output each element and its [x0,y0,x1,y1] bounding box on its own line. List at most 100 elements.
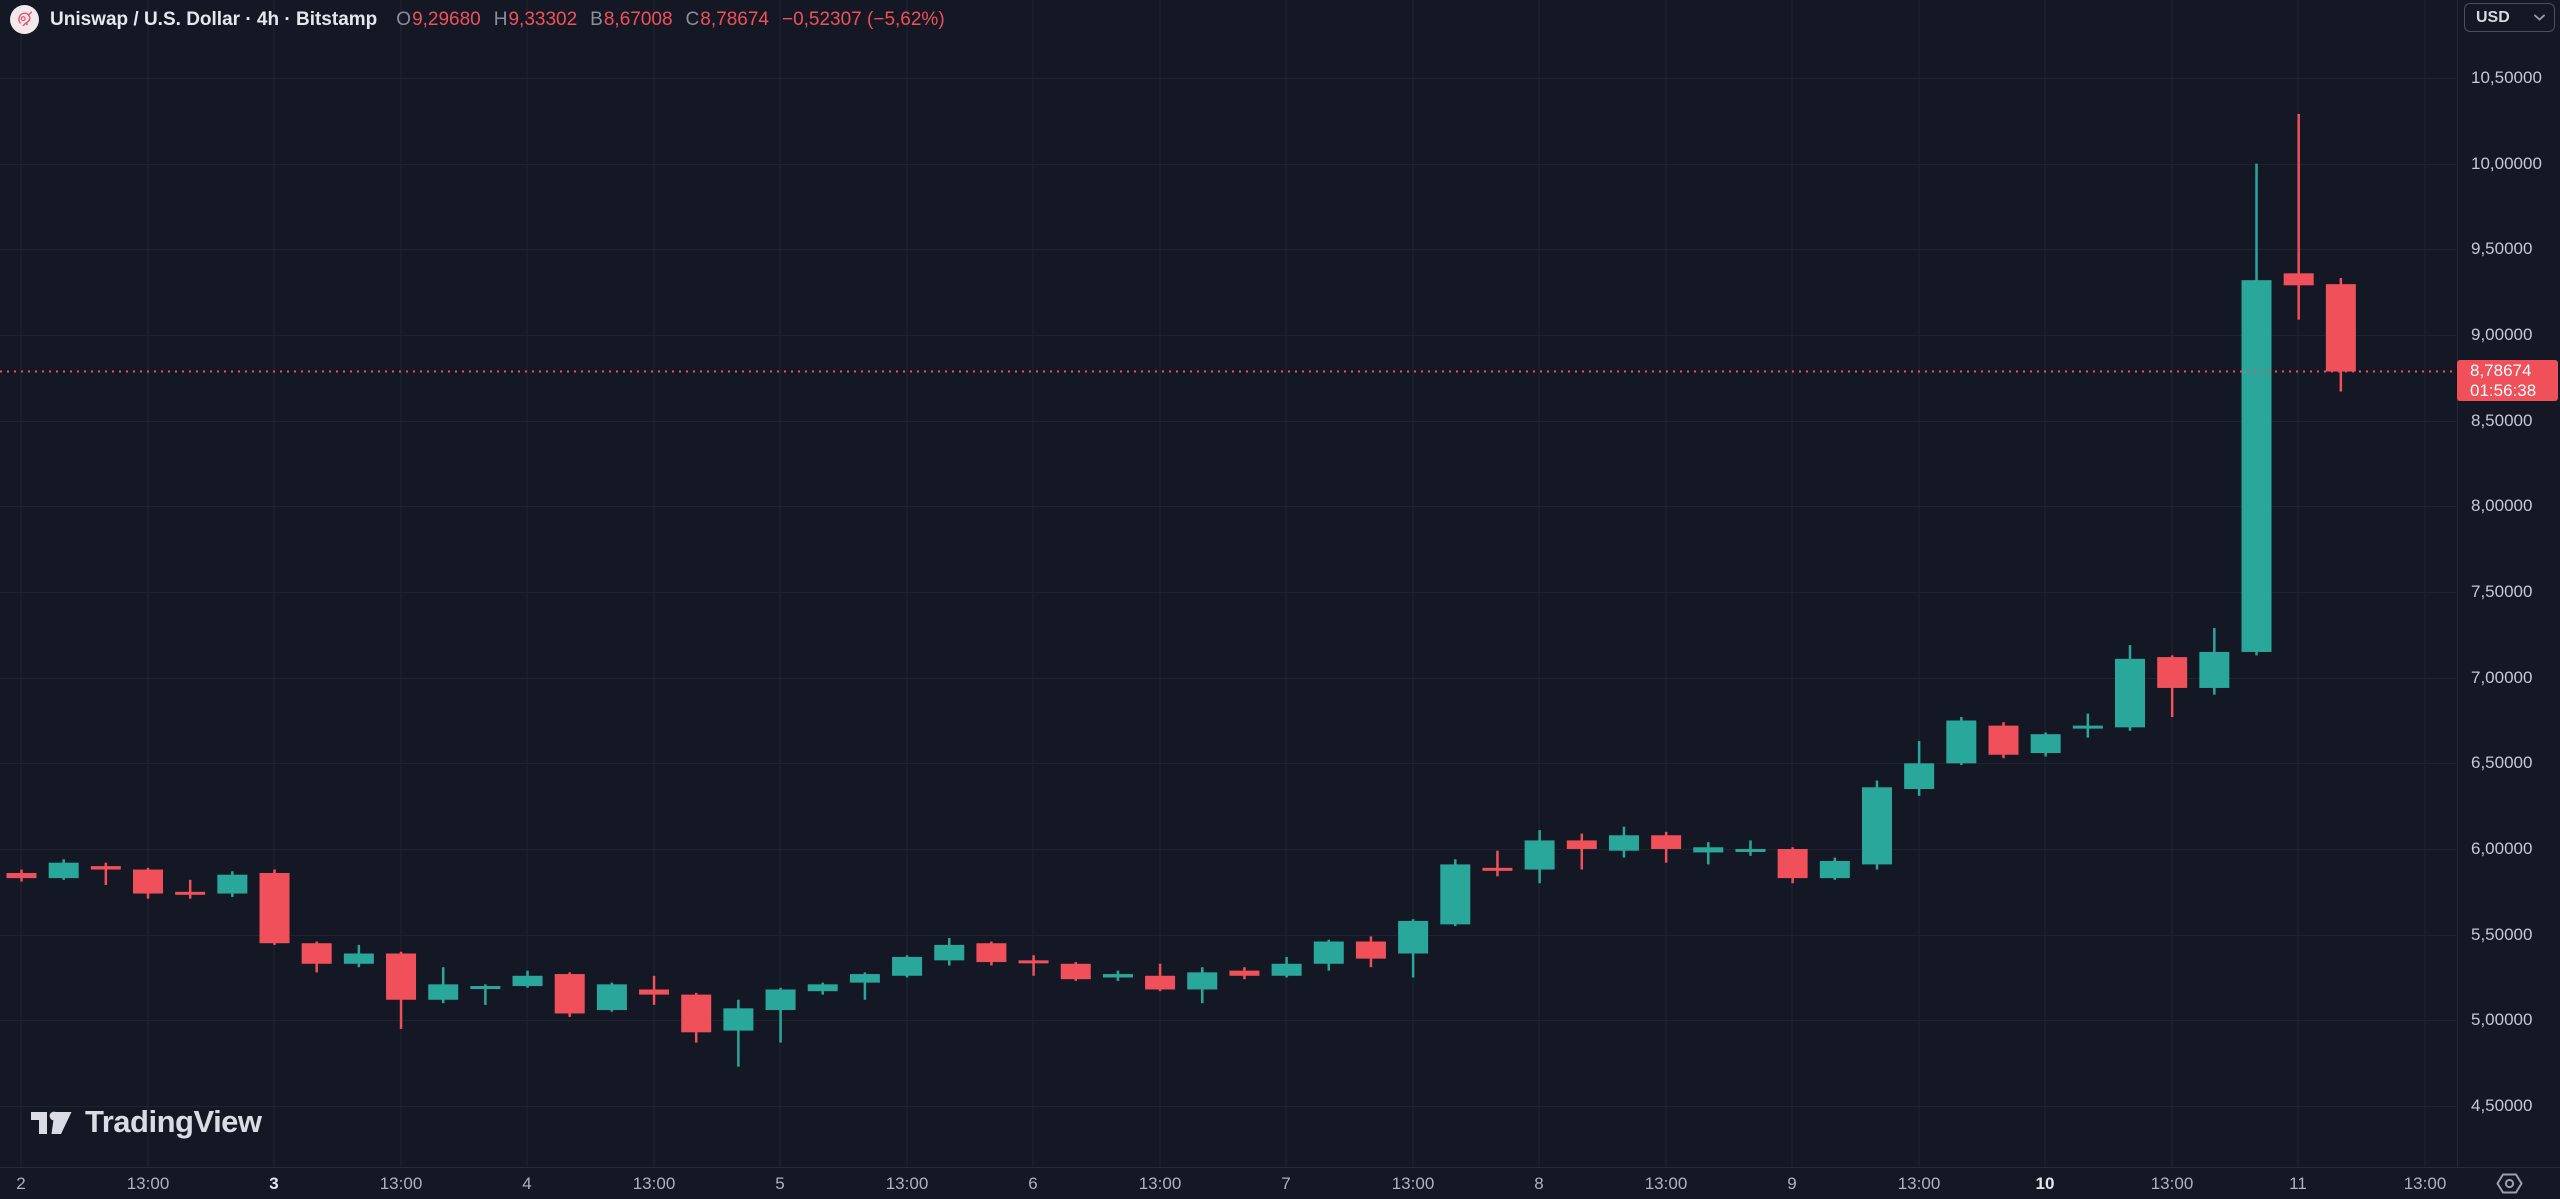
candle [343,944,374,968]
candle [386,951,417,1029]
candle [1440,859,1471,927]
price-axis-label: 10,50000 [2471,68,2542,87]
candle [90,862,121,885]
time-axis-label: 10 [2035,1174,2055,1193]
time-axis-label: 2 [16,1174,26,1193]
bar-countdown: 01:56:38 [2470,381,2537,400]
time-axis-label: 13:00 [379,1174,423,1193]
candle [1398,919,1429,978]
axis-settings-icon [2496,1173,2522,1194]
price-axis-label: 4,50000 [2471,1095,2533,1115]
time-axis-label: 13:00 [126,1174,170,1193]
ohlc-close: C8,78674 [685,8,769,30]
candle [1102,970,1133,981]
candle [1060,962,1091,981]
chart-legend: Uniswap / U.S. Dollar · 4h · Bitstamp O9… [10,5,945,34]
tradingview-watermark: TradingView [30,1104,262,1140]
candle [301,941,332,973]
candle [1988,722,2019,759]
candle [639,975,670,1005]
candle [892,955,923,978]
time-axis-label: 13:00 [632,1174,676,1193]
time-axis-label: 6 [1028,1174,1038,1193]
time-axis-label: 13:00 [1897,1174,1941,1193]
price-axis-label: 5,00000 [2471,1010,2533,1030]
time-axis-label: 13:00 [885,1174,929,1193]
price-axis-label: 7,00000 [2471,667,2533,687]
candle [2157,655,2188,718]
uniswap-logo-icon [10,5,39,34]
candle [765,987,796,1043]
candle [976,941,1007,966]
candle [2325,277,2356,392]
candle [1735,840,1766,856]
price-axis-label: 8,00000 [2471,496,2533,516]
candle [175,879,206,899]
price-axis-label: 6,00000 [2471,838,2533,858]
time-axis-label: 5 [775,1174,785,1193]
price-axis-label: 10,00000 [2471,153,2542,173]
candle [1482,850,1513,877]
watermark-text: TradingView [85,1104,262,1139]
candle [1018,955,1049,976]
price-axis[interactable]: 10,50000 10,00000 9,50000 9,00000 8,50000 8,0… [2457,0,2560,1167]
candle [48,859,79,880]
grid-lines [0,0,2456,1167]
time-axis-label: 13:00 [1644,1174,1688,1193]
candle [723,999,754,1067]
candle [428,967,459,1004]
candle [807,982,838,995]
price-axis-label: 6,50000 [2471,753,2533,773]
candle [1313,939,1344,971]
candle [2199,627,2230,695]
candle [681,992,712,1043]
price-axis-label: 5,50000 [2471,924,2533,944]
candle [133,867,164,899]
time-axis[interactable]: 2 13:00 3 13:00 4 13:00 5 13:00 6 13:00 7 13:00 8 13:… [0,1167,2560,1199]
time-axis-label: 9 [1787,1174,1797,1193]
candle [259,869,290,945]
time-axis-label: 13:00 [1138,1174,1182,1193]
candle [2072,713,2103,738]
candle [1566,833,1597,870]
candle [1777,847,1808,884]
candle [1608,826,1639,858]
candle [1651,831,1682,863]
candle [1524,830,1555,884]
candle [849,972,880,1000]
candle [1145,963,1176,992]
price-change: −0,52307 (−5,62%) [781,8,945,30]
time-axis-label: 13:00 [2150,1174,2194,1193]
candle [2283,113,2314,320]
symbol-title[interactable]: Uniswap / U.S. Dollar · 4h · Bitstamp [50,8,378,30]
price-axis-label: 8,50000 [2471,410,2533,430]
candle [512,970,543,988]
candle [2241,163,2272,656]
chevron-down-icon [2534,14,2545,21]
ohlc-high: H9,33302 [493,8,578,30]
axis-settings-button[interactable] [2484,1171,2534,1196]
currency-selector[interactable]: USD [2464,3,2555,32]
time-axis-label: 8 [1534,1174,1544,1193]
candle [1946,717,1977,766]
time-axis-label: 3 [269,1174,279,1193]
current-price-value: 8,78674 [2470,361,2532,380]
ohlc-open: O9,29680 [396,8,481,30]
time-axis-label: 4 [522,1174,532,1193]
price-axis-label: 9,50000 [2471,239,2533,259]
candle [217,871,248,897]
candle [1187,967,1218,1004]
candle [1355,936,1386,968]
candle [1693,842,1724,865]
time-axis-label: 13:00 [1391,1174,1435,1193]
candle [1861,780,1892,870]
price-axis-label: 9,00000 [2471,324,2533,344]
ohlc-low: B8,67008 [590,8,673,30]
candle [2115,645,2145,731]
time-axis-label: 13:00 [2403,1174,2447,1193]
current-price-label: 8,78674 01:56:38 [2457,360,2558,401]
candle [596,982,627,1012]
candle [6,869,37,882]
candlestick-chart[interactable] [0,0,2456,1167]
